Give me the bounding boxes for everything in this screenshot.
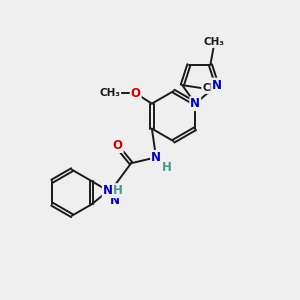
Text: CH₃: CH₃ (99, 88, 120, 98)
Text: CH₃: CH₃ (202, 83, 223, 93)
Text: CH₃: CH₃ (203, 37, 224, 47)
Text: H: H (113, 184, 123, 197)
Text: N: N (151, 151, 161, 164)
Text: O: O (131, 87, 141, 100)
Text: O: O (113, 139, 123, 152)
Text: N: N (103, 184, 113, 197)
Text: N: N (190, 97, 200, 110)
Text: N: N (212, 79, 222, 92)
Text: H: H (161, 161, 171, 174)
Text: N: N (110, 194, 120, 207)
